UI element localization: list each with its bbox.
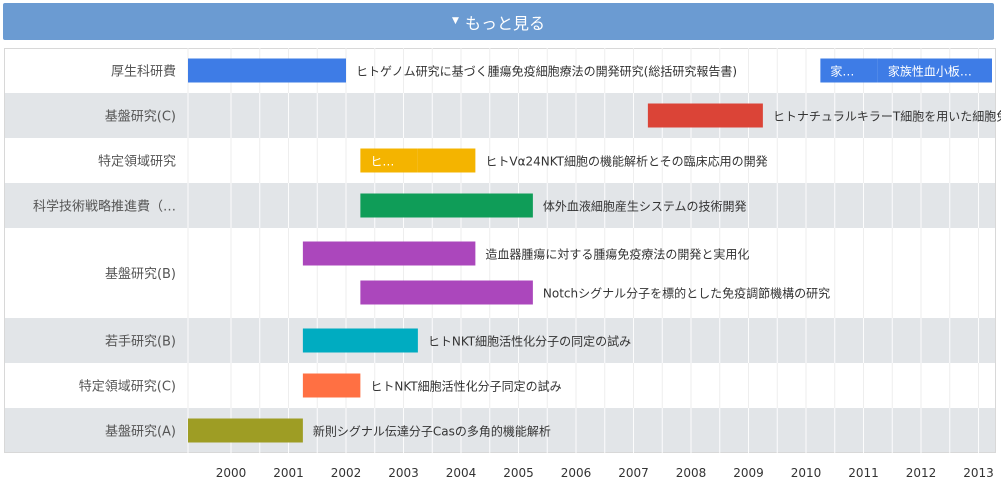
bar-label-inside: 家族性血小板… bbox=[888, 64, 972, 79]
timeline-bar[interactable] bbox=[360, 193, 533, 218]
timeline-bar[interactable] bbox=[302, 241, 476, 266]
x-tick-label: 2000 bbox=[216, 466, 247, 480]
bar-label: 新則シグナル伝達分子Casの多角的機能解析 bbox=[313, 424, 551, 439]
timeline-bar[interactable] bbox=[188, 58, 346, 83]
x-tick-label: 2005 bbox=[503, 466, 534, 480]
bar-label-inside: 家… bbox=[830, 64, 854, 79]
row-label: 若手研究(B) bbox=[105, 334, 176, 350]
more-button-label: もっと見る bbox=[464, 13, 545, 33]
timeline-bar[interactable] bbox=[188, 418, 303, 443]
timeline-bar[interactable] bbox=[302, 373, 361, 398]
bar-label: ヒトNKT細胞活性化分子の同定の試み bbox=[428, 334, 631, 349]
bar-label: Notchシグナル分子を標的とした免疫調節機構の研究 bbox=[543, 286, 830, 301]
row-background bbox=[4, 318, 996, 363]
caret-down-icon: ▼ bbox=[452, 15, 459, 26]
row-label: 基盤研究(C) bbox=[105, 110, 176, 125]
bar-label: ヒトゲノム研究に基づく腫瘍免疫細胞療法の開発研究(総括研究報告書) bbox=[356, 64, 737, 79]
timeline-bar[interactable] bbox=[360, 148, 418, 173]
x-tick-label: 2003 bbox=[388, 466, 419, 480]
bar-label: ヒトナチュラルキラーT細胞を用いた細胞免疫療法の開発 bbox=[773, 109, 1001, 124]
row-label: 特定領域研究(C) bbox=[79, 379, 176, 395]
timeline-bar[interactable] bbox=[360, 280, 533, 305]
x-tick-label: 2012 bbox=[906, 466, 937, 480]
timeline-bar[interactable] bbox=[820, 58, 878, 83]
x-tick-label: 2002 bbox=[331, 466, 362, 480]
row-label: 科学技術戦略推進費（… bbox=[33, 199, 176, 215]
bar-label: 造血器腫瘍に対する腫瘍免疫療法の開発と実用化 bbox=[485, 247, 749, 262]
row-label: 厚生科研費 bbox=[111, 65, 176, 80]
timeline-bar[interactable] bbox=[877, 58, 992, 83]
x-tick-label: 2001 bbox=[273, 466, 304, 480]
row-background bbox=[4, 408, 996, 453]
x-tick-label: 2007 bbox=[618, 466, 649, 480]
x-tick-label: 2011 bbox=[848, 466, 879, 480]
timeline-bar[interactable] bbox=[417, 148, 476, 173]
bar-label: ヒトVα24NKT細胞の機能解析とその臨床応用の開発 bbox=[485, 154, 767, 169]
x-tick-label: 2006 bbox=[561, 466, 592, 480]
x-tick-label: 2009 bbox=[733, 466, 764, 480]
row-label: 基盤研究(B) bbox=[105, 267, 176, 282]
row-label: 特定領域研究 bbox=[98, 154, 176, 170]
x-tick-label: 2004 bbox=[446, 466, 477, 480]
row-background bbox=[4, 363, 996, 408]
more-button[interactable]: ▼ もっと見る bbox=[3, 3, 994, 40]
bar-label: ヒトNKT細胞活性化分子同定の試み bbox=[370, 379, 561, 394]
bar-label: 体外血液細胞産生システムの技術開発 bbox=[543, 199, 747, 214]
x-tick-label: 2013 bbox=[963, 466, 994, 480]
x-tick-label: 2008 bbox=[676, 466, 707, 480]
timeline-bar[interactable] bbox=[647, 103, 763, 128]
row-background bbox=[4, 138, 996, 183]
row-background bbox=[4, 93, 996, 138]
chart-border bbox=[4, 48, 996, 453]
row-label: 基盤研究(A) bbox=[105, 425, 176, 440]
bar-label-inside: ヒ… bbox=[370, 155, 394, 169]
timeline-bar[interactable] bbox=[302, 328, 418, 353]
x-tick-label: 2010 bbox=[791, 466, 822, 480]
